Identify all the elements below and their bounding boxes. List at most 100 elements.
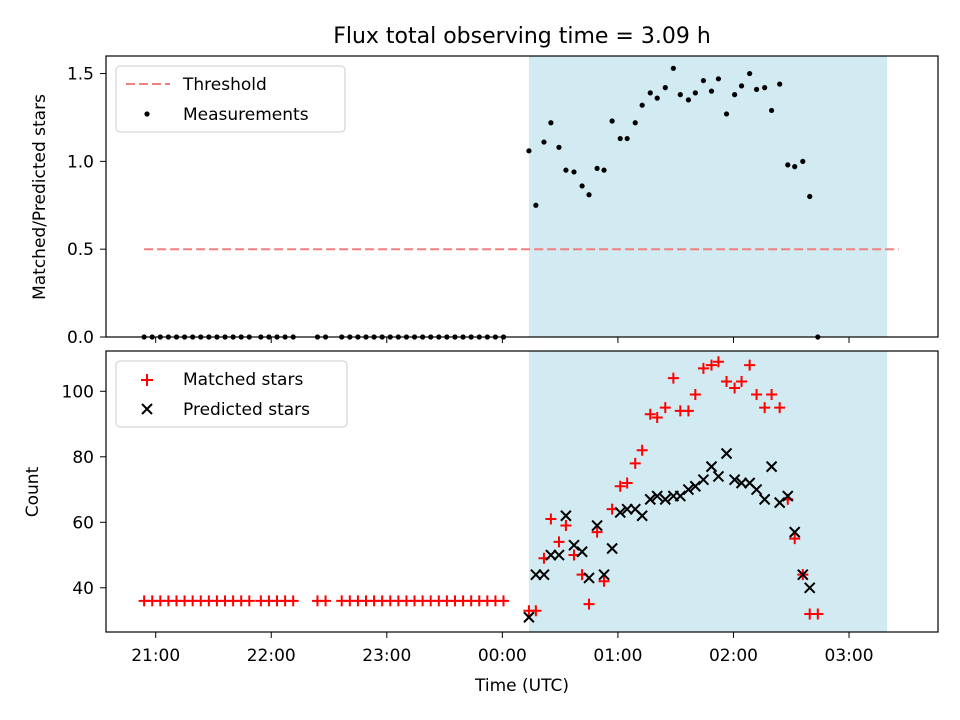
predicted-stars-point <box>576 546 588 558</box>
bottom-panel: 21:00 22:00 23:00 00:00 01:00 02:00 03:00 40 60… <box>23 350 939 696</box>
predicted-stars-point <box>583 572 595 584</box>
measurement-point <box>639 102 645 108</box>
matched-stars-point <box>744 359 756 371</box>
measurement-point <box>753 86 760 92</box>
bottom-y-axis-label: Count <box>23 466 43 517</box>
measurement-point <box>647 90 653 96</box>
x-tick-label: 22:00 <box>247 646 296 666</box>
legend-measurements-label: Measurements <box>183 105 309 125</box>
matched-stars-point <box>644 408 656 420</box>
predicted-stars-point <box>530 568 542 581</box>
predicted-stars-point <box>705 460 718 473</box>
measurement-point <box>563 167 569 173</box>
measurement-point <box>700 77 707 84</box>
predicted-stars-point <box>644 493 656 506</box>
predicted-stars-point <box>682 483 695 496</box>
matched-stars-point <box>614 480 626 492</box>
predicted-stars-point <box>728 474 741 486</box>
matched-stars-point <box>651 411 663 423</box>
predicted-stars-point <box>689 480 702 492</box>
bottom-y-tick-label: 40 <box>72 579 94 599</box>
bottom-y-tick-label: 80 <box>72 448 94 468</box>
x-axis-label: Time (UTC) <box>474 676 569 696</box>
matched-stars-point <box>636 444 648 456</box>
matched-stars-point <box>712 356 724 368</box>
matched-stars-point <box>736 375 748 387</box>
measurement-point <box>662 85 668 91</box>
predicted-stars-point <box>538 568 550 581</box>
predicted-stars-point <box>636 510 648 522</box>
top-y-tick-label: 1.5 <box>67 65 94 85</box>
predicted-stars-point <box>659 493 671 506</box>
matched-stars-point <box>667 372 679 384</box>
x-tick-label: 01:00 <box>593 646 642 666</box>
predicted-stars-point <box>591 519 603 532</box>
measurement-point <box>548 120 554 126</box>
measurement-point <box>541 139 547 145</box>
measurement-point <box>556 144 562 150</box>
measurement-point <box>624 135 630 142</box>
measurement-point <box>777 81 783 87</box>
matched-stars-point <box>629 457 641 469</box>
x-tick-label: 03:00 <box>825 646 874 666</box>
bottom-y-tick-label: 100 <box>62 382 94 402</box>
predicted-stars-point <box>651 490 663 502</box>
legend-matched-label: Matched stars <box>183 370 303 390</box>
matched-stars-point <box>553 536 565 548</box>
measurement-point <box>601 167 607 173</box>
measurement-point <box>685 97 692 103</box>
matched-stars-point <box>682 405 694 417</box>
matched-stars-point <box>789 533 801 545</box>
matched-stars-point <box>774 402 786 414</box>
matched-stars-point <box>721 375 733 387</box>
legend-measurements-marker <box>144 111 150 117</box>
predicted-stars-point <box>765 460 778 473</box>
legend-predicted-marker <box>141 403 153 415</box>
top-y-axis-label: Matched/Predicted stars <box>30 94 50 300</box>
matched-stars-point <box>320 595 332 607</box>
predicted-stars-point <box>773 496 786 509</box>
measurement-point <box>732 92 738 98</box>
predicted-stars-point <box>614 506 626 519</box>
matched-stars-point <box>591 526 603 538</box>
top-observing-window <box>528 56 888 337</box>
matched-stars-point <box>530 605 542 617</box>
top-y-tick-label: 0.5 <box>67 240 94 260</box>
measurement-point <box>723 111 730 117</box>
predicted-stars-point <box>735 477 748 489</box>
predicted-stars-point <box>758 493 771 506</box>
measurement-point <box>785 162 791 168</box>
chart-title: Flux total observing time = 3.09 h <box>333 24 711 49</box>
x-tick-label: 00:00 <box>478 646 527 666</box>
predicted-stars-point <box>750 483 763 496</box>
predicted-stars-point <box>606 542 618 555</box>
measurement-point <box>617 135 623 142</box>
legend-matched-marker <box>141 374 153 386</box>
matched-stars-point <box>697 362 709 374</box>
measurement-point <box>533 202 539 208</box>
measurement-point <box>708 88 715 94</box>
top-legend: Threshold Measurements <box>115 65 346 133</box>
measurement-point <box>594 165 600 171</box>
matched-stars-point <box>621 477 633 489</box>
predicted-stars-point <box>697 474 710 486</box>
matched-stars-point <box>243 595 255 607</box>
measurement-point <box>632 120 638 126</box>
matched-stars-point <box>560 520 572 532</box>
x-tick-label: 21:00 <box>131 646 180 666</box>
measurement-point <box>586 192 592 198</box>
predicted-stars-point <box>712 470 725 483</box>
predicted-stars-point <box>789 526 801 538</box>
predicted-stars-point <box>560 510 572 522</box>
measurement-point <box>692 90 698 96</box>
measurement-point <box>807 193 813 200</box>
predicted-stars-point <box>553 549 565 561</box>
predicted-stars-point <box>523 611 535 623</box>
matched-stars-point <box>729 382 741 394</box>
top-panel: 0.0 0.5 1.0 1.5 Matched/Predicted stars Thr… <box>30 55 939 348</box>
measurement-point <box>677 92 683 98</box>
predicted-stars-point <box>568 539 580 551</box>
bottom-y-tick-label: 60 <box>72 513 94 533</box>
predicted-stars-point <box>621 503 633 515</box>
measurement-point <box>738 83 745 89</box>
